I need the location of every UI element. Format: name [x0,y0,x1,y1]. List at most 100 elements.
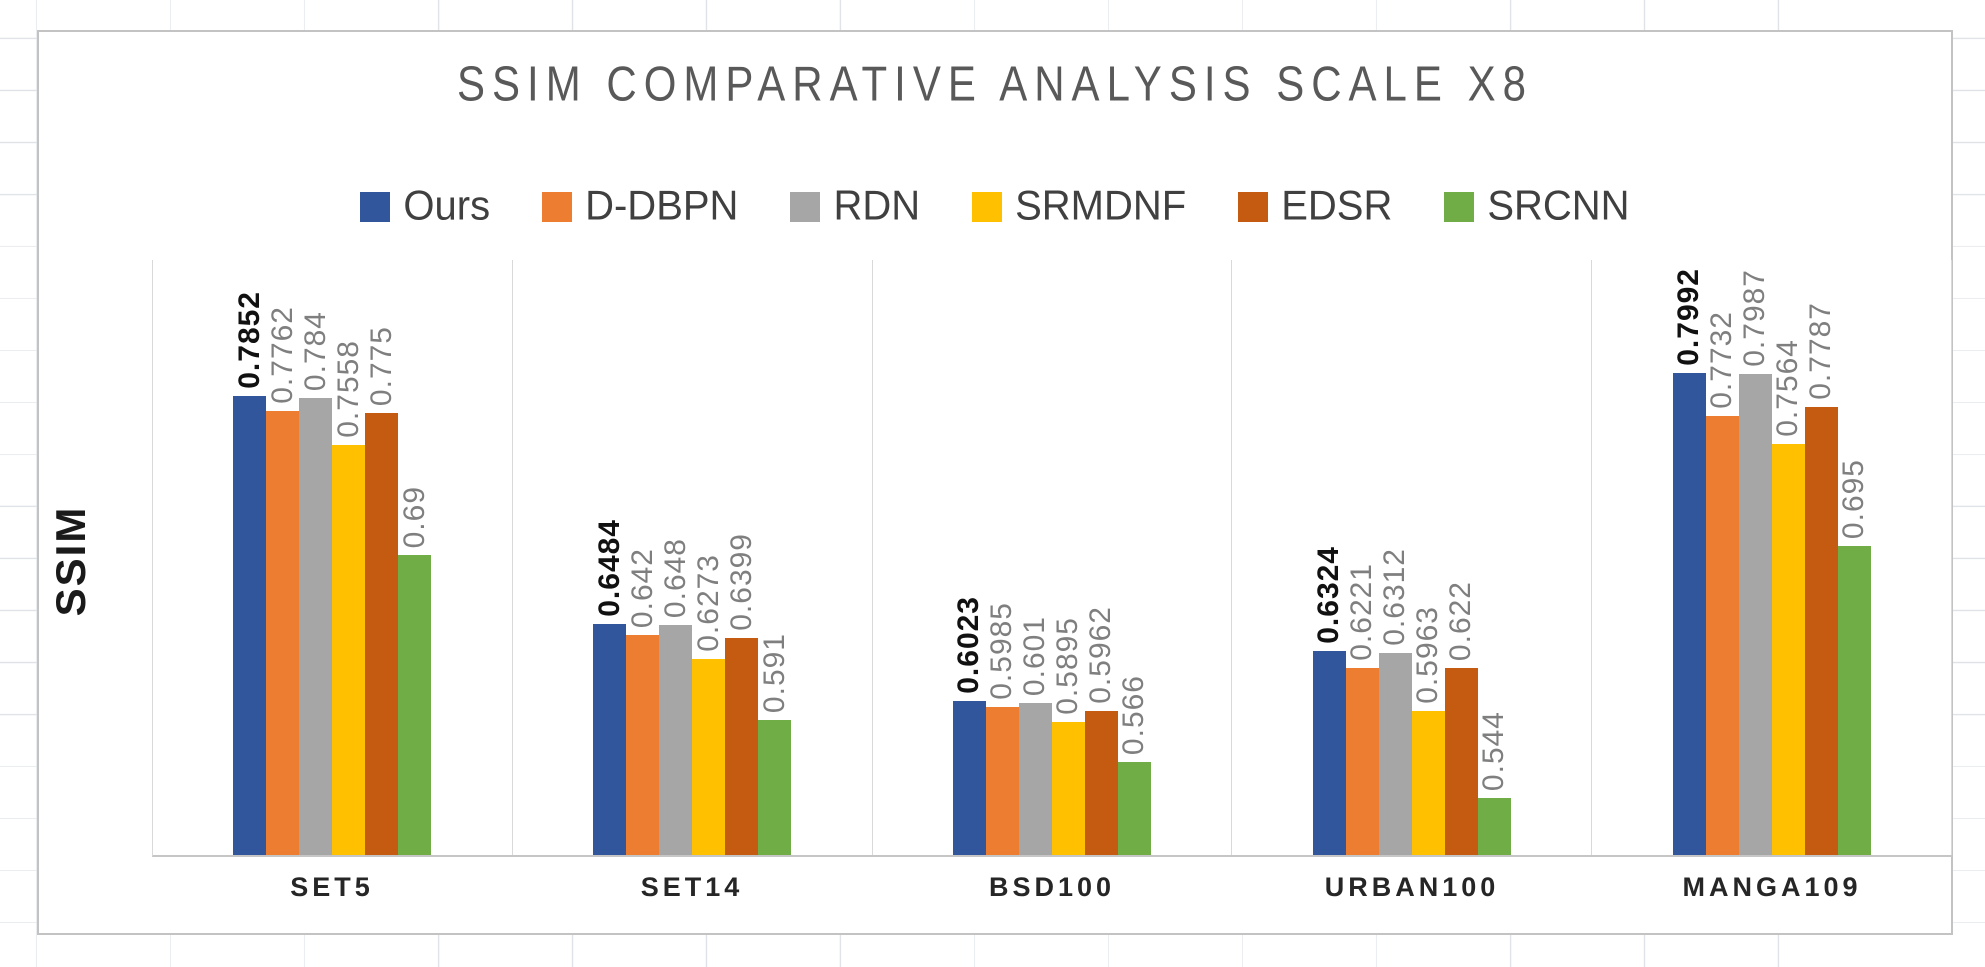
legend: Ours D-DBPN RDN SRMDNF EDSR SRCNN [39,182,1951,230]
bar-value-label: 0.6273 [691,554,725,652]
bar-slot: 0.544 [1477,260,1511,855]
bar-slot: 0.566 [1117,260,1151,855]
bar-slot: 0.7564 [1771,260,1805,855]
category-group-SET5: 0.7852 0.7762 0.784 0.7558 0.775 0.69 [153,260,513,855]
bar-slot: 0.622 [1444,260,1478,855]
bar-value-label: 0.544 [1477,710,1511,791]
bar-EDSR-SET5 [365,413,399,855]
bar-slot: 0.6221 [1345,260,1379,855]
bar-slot: 0.648 [658,260,693,855]
bar-SRMDNF-SET14 [692,659,726,855]
bar-SRMDNF-URBAN100 [1411,711,1445,855]
category-group-BSD100: 0.6023 0.5985 0.601 0.5895 0.5962 0.566 [873,260,1233,855]
legend-item-SRMDNF: SRMDNF [972,182,1187,230]
bar-Ours-SET14 [593,624,627,855]
legend-label: EDSR [1281,182,1393,230]
category-label-BSD100: BSD100 [988,872,1116,902]
bar-D-DBPN-SET14 [626,635,660,855]
bar-Ours-SET5 [233,396,267,855]
bar-value-label: 0.7987 [1738,269,1772,367]
bar-value-label: 0.5963 [1411,606,1445,704]
bar-value-label: 0.622 [1444,580,1478,661]
legend-swatch-icon [1444,191,1475,222]
legend-label: RDN [833,182,921,230]
legend-item-RDN: RDN [790,182,921,230]
bar-value-label: 0.5985 [985,602,1019,700]
legend-item-SRCNN: SRCNN [1444,182,1630,230]
bar-value-label: 0.7787 [1804,302,1838,400]
bar-Ours-URBAN100 [1312,651,1346,855]
bar-SRCNN-SET14 [758,720,792,855]
bar-SRMDNF-SET5 [332,445,366,855]
bar-SRCNN-SET5 [398,555,432,855]
legend-swatch-icon [972,191,1003,222]
bar-value-label: 0.775 [364,325,398,406]
bar-slot: 0.5895 [1051,260,1085,855]
bar-value-label: 0.6484 [592,519,626,617]
bar-D-DBPN-MANGA109 [1705,416,1739,855]
bar-EDSR-URBAN100 [1444,668,1478,855]
bar-value-label: 0.6324 [1312,546,1346,644]
bar-slot: 0.7787 [1804,260,1838,855]
legend-item-EDSR: EDSR [1238,182,1393,230]
bar-value-label: 0.6023 [952,596,986,694]
bar-slot: 0.7762 [265,260,300,855]
bar-Ours-MANGA109 [1672,373,1706,855]
bar-slot: 0.6324 [1312,260,1346,855]
bar-RDN-SET14 [659,625,693,855]
bar-value-label: 0.7992 [1672,268,1706,366]
legend-label: D-DBPN [585,182,739,230]
plot-area: 0.7852 0.7762 0.784 0.7558 0.775 0.69 0.6484 0.… [152,260,1952,857]
bar-slot: 0.5985 [985,260,1019,855]
y-axis-title: SSIM [47,505,94,617]
legend-label: SRCNN [1487,182,1630,230]
bar-slot: 0.7992 [1672,260,1706,855]
legend-swatch-icon [1238,191,1269,222]
category-group-URBAN100: 0.6324 0.6221 0.6312 0.5963 0.622 0.544 [1232,260,1593,855]
bar-value-label: 0.6221 [1345,563,1379,661]
bar-value-label: 0.5895 [1051,617,1085,715]
category-label-SET5: SET5 [290,872,374,902]
bar-slot: 0.7987 [1738,260,1772,855]
bar-value-label: 0.7852 [232,291,266,389]
bar-RDN-BSD100 [1018,703,1052,855]
bar-value-label: 0.7732 [1705,311,1739,409]
bar-slot: 0.784 [299,260,333,855]
bar-value-label: 0.7762 [265,306,299,404]
bar-Ours-BSD100 [952,701,986,855]
bar-slot: 0.775 [364,260,399,855]
bar-slot: 0.695 [1837,260,1871,855]
legend-swatch-icon [790,191,821,222]
bar-value-label: 0.648 [658,537,692,618]
category-axis: SET5 SET14 BSD100 URBAN100 MANGA109 [152,872,1952,903]
bar-slot: 0.5962 [1084,260,1118,855]
bar-slot: 0.601 [1018,260,1052,855]
legend-item-D-DBPN: D-DBPN [542,182,739,230]
legend-item-Ours: Ours [360,183,490,229]
bar-value-label: 0.591 [757,632,791,713]
bar-value-label: 0.7564 [1771,339,1805,437]
bar-slot: 0.7732 [1705,260,1739,855]
bar-RDN-SET5 [299,398,333,855]
bar-value-label: 0.642 [625,547,659,628]
bar-slot: 0.642 [625,260,660,855]
bar-RDN-URBAN100 [1378,653,1412,855]
bar-SRMDNF-BSD100 [1051,722,1085,855]
bar-value-label: 0.601 [1018,615,1052,696]
bar-SRMDNF-MANGA109 [1771,444,1805,855]
category-group-MANGA109: 0.7992 0.7732 0.7987 0.7564 0.7787 0.695 [1592,260,1952,855]
bar-D-DBPN-URBAN100 [1345,668,1379,855]
bar-EDSR-BSD100 [1084,711,1118,855]
bar-EDSR-SET14 [725,638,759,855]
chart-area: SSIM COMPARATIVE ANALYSIS SCALE X8 Ours D… [37,30,1953,935]
category-label-SET14: SET14 [640,872,744,902]
bar-value-label: 0.695 [1837,458,1871,539]
bar-value-label: 0.69 [397,485,431,548]
category-label-URBAN100: URBAN100 [1324,872,1500,902]
bar-D-DBPN-SET5 [266,411,300,855]
bar-value-label: 0.6399 [724,533,758,631]
chart-title: SSIM COMPARATIVE ANALYSIS SCALE X8 [457,55,1533,112]
legend-swatch-icon [542,191,573,222]
bar-value-label: 0.6312 [1378,548,1412,646]
legend-label: SRMDNF [1015,182,1187,230]
